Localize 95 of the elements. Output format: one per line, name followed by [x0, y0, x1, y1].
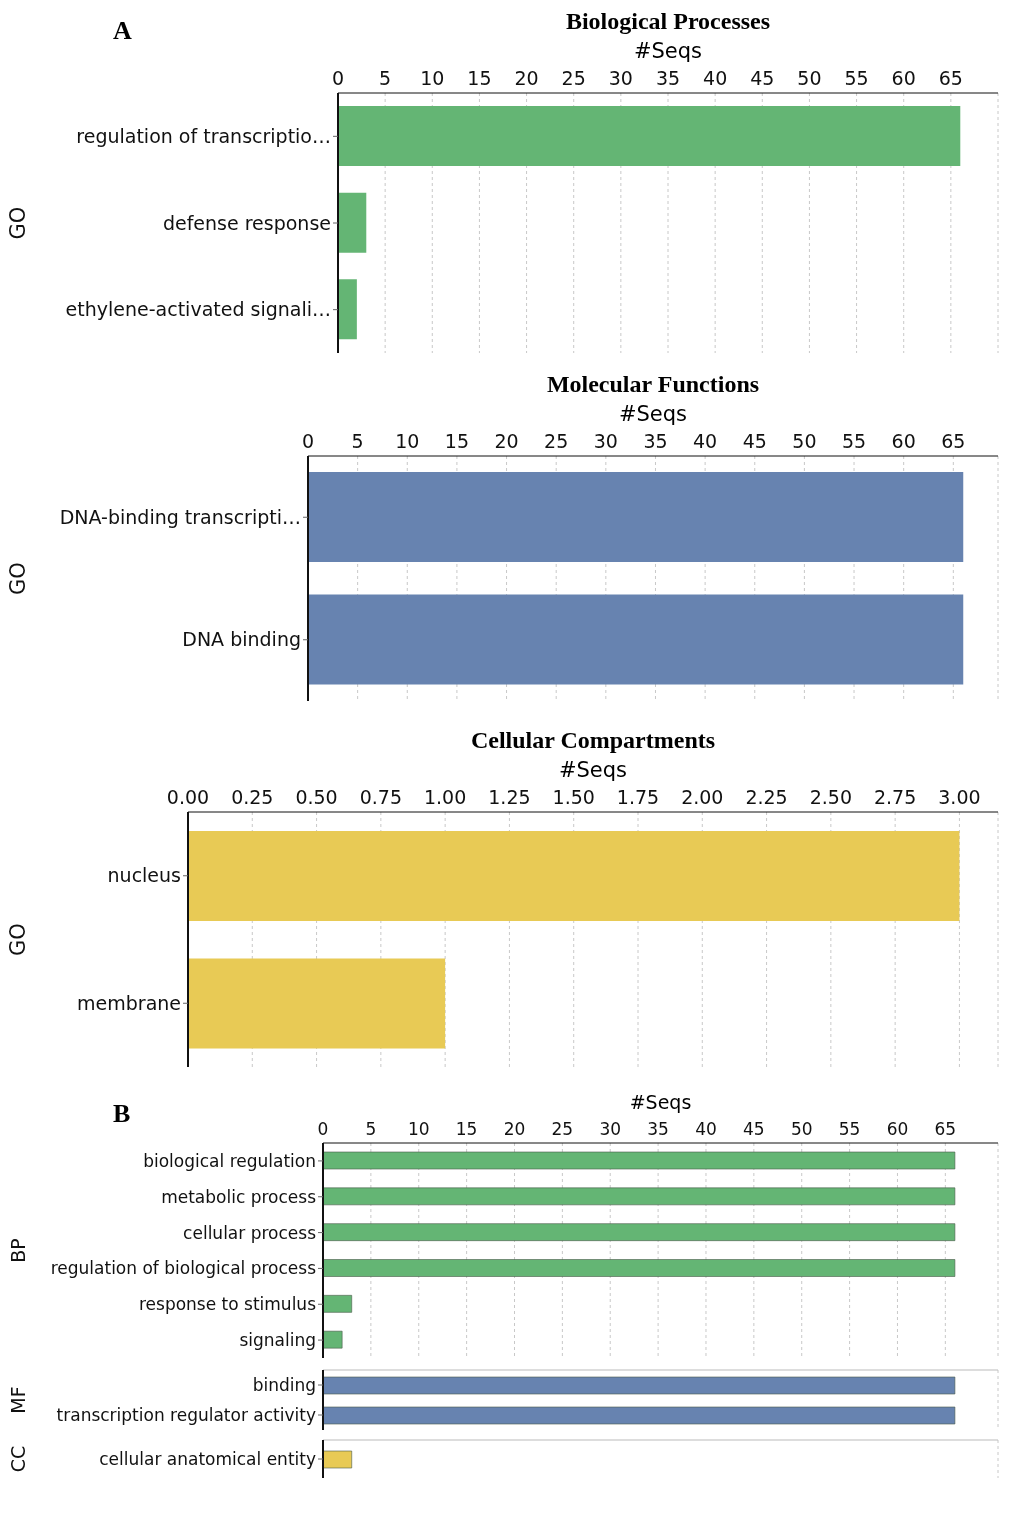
bar [338, 279, 357, 340]
x-tick-label: 30 [593, 430, 618, 452]
x-axis-title: #Seqs [617, 402, 689, 426]
x-tick-label: 10 [407, 1119, 430, 1139]
x-tick-label: 2.00 [681, 786, 724, 808]
x-tick-label: 20 [494, 430, 519, 452]
bar [323, 1187, 956, 1206]
y-tick-label: ethylene-activated signali… [65, 298, 331, 321]
y-tick-label: membrane [77, 991, 181, 1014]
x-tick-label: 55 [841, 430, 867, 452]
y-tick-label: biological regulation [143, 1150, 316, 1171]
x-tick-label: 5 [379, 67, 392, 89]
x-tick-label: 65 [938, 67, 963, 89]
y-tick-label: regulation of transcriptio… [76, 125, 331, 148]
x-tick-label: 1.75 [616, 786, 660, 808]
x-tick-label: 35 [643, 430, 668, 452]
bar [338, 106, 961, 166]
x-tick-label: 65 [934, 1119, 957, 1139]
x-tick-label: 10 [420, 67, 445, 89]
x-tick-label: 55 [838, 1119, 861, 1139]
chart-title: Molecular Functions [545, 371, 761, 398]
bar [323, 1151, 956, 1170]
y-axis-title: GO [6, 562, 31, 595]
bar [323, 1294, 353, 1313]
x-tick-label: 3.00 [938, 786, 981, 808]
x-axis-title: #Seqs [557, 758, 629, 782]
y-axis-title: GO [6, 923, 31, 956]
x-tick-label: 20 [514, 67, 539, 89]
x-tick-label: 40 [693, 430, 718, 452]
bar [338, 192, 367, 253]
x-tick-label: 2.75 [873, 786, 917, 808]
x-tick-label: 35 [647, 1119, 669, 1139]
y-tick-label: DNA-binding transcripti… [59, 505, 301, 528]
bar [323, 1330, 343, 1349]
y-tick-label: metabolic process [161, 1186, 317, 1207]
x-tick-label: 25 [544, 430, 569, 452]
x-tick-label: 1.25 [488, 786, 531, 808]
y-axis-title: GO [6, 206, 31, 240]
x-tick-label: 10 [395, 430, 420, 452]
x-axis-title: #Seqs [632, 39, 704, 63]
y-axis-title: MF [6, 1386, 29, 1414]
x-tick-label: 25 [561, 67, 586, 89]
x-axis-title: #Seqs [628, 1091, 693, 1113]
x-tick-label: 0.75 [359, 786, 403, 808]
x-tick-label: 0 [301, 430, 315, 452]
x-tick-label: 65 [941, 430, 966, 452]
x-tick-label: 0.50 [295, 786, 338, 808]
bar [323, 1223, 956, 1242]
x-tick-label: 40 [695, 1119, 717, 1139]
x-tick-label: 2.25 [745, 786, 788, 808]
y-tick-label: defense response [162, 211, 331, 234]
y-tick-label: nucleus [107, 864, 181, 887]
x-tick-label: 5 [351, 430, 364, 452]
y-axis-title: CC [6, 1445, 29, 1473]
x-tick-label: 50 [792, 430, 817, 452]
x-tick-label: 45 [750, 67, 775, 89]
x-tick-label: 0.00 [166, 786, 210, 808]
x-tick-label: 0.25 [231, 786, 274, 808]
x-tick-label: 60 [891, 67, 916, 89]
y-tick-label: signaling [239, 1330, 316, 1351]
chart-title: Biological Processes [564, 8, 772, 35]
y-tick-label: transcription regulator activity [56, 1405, 316, 1426]
x-tick-label: 60 [886, 1119, 909, 1139]
x-tick-label: 45 [743, 1119, 765, 1139]
x-tick-label: 30 [608, 67, 633, 89]
x-tick-label: 40 [703, 67, 728, 89]
bar [323, 1259, 956, 1277]
x-tick-label: 30 [599, 1119, 622, 1139]
x-tick-label: 45 [742, 430, 767, 452]
x-tick-label: 1.50 [552, 786, 595, 808]
x-tick-label: 50 [797, 67, 822, 89]
chart-title: Cellular Compartments [469, 727, 717, 754]
x-tick-label: 50 [790, 1119, 813, 1139]
x-tick-label: 5 [365, 1119, 377, 1139]
y-tick-label: response to stimulus [138, 1294, 317, 1315]
text: B [113, 1099, 131, 1129]
x-tick-label: 15 [455, 1119, 478, 1139]
x-tick-label: 0 [317, 1119, 329, 1139]
x-tick-label: 15 [444, 430, 470, 452]
y-tick-label: regulation of biological process [50, 1258, 317, 1279]
x-tick-label: 0 [331, 67, 345, 89]
y-tick-label: DNA binding [182, 628, 301, 651]
y-tick-label: cellular process [183, 1222, 317, 1243]
x-tick-label: 2.50 [809, 786, 853, 808]
y-tick-label: cellular anatomical entity [99, 1449, 316, 1470]
text: A [113, 16, 132, 46]
x-tick-label: 1.00 [423, 786, 467, 808]
x-tick-label: 15 [467, 67, 492, 89]
x-tick-label: 35 [655, 67, 681, 89]
x-tick-label: 25 [551, 1119, 574, 1139]
x-tick-label: 55 [844, 67, 869, 89]
x-tick-label: 20 [503, 1119, 526, 1139]
y-tick-label: binding [252, 1375, 316, 1396]
x-tick-label: 60 [891, 430, 916, 452]
y-axis-title: BP [6, 1238, 29, 1263]
